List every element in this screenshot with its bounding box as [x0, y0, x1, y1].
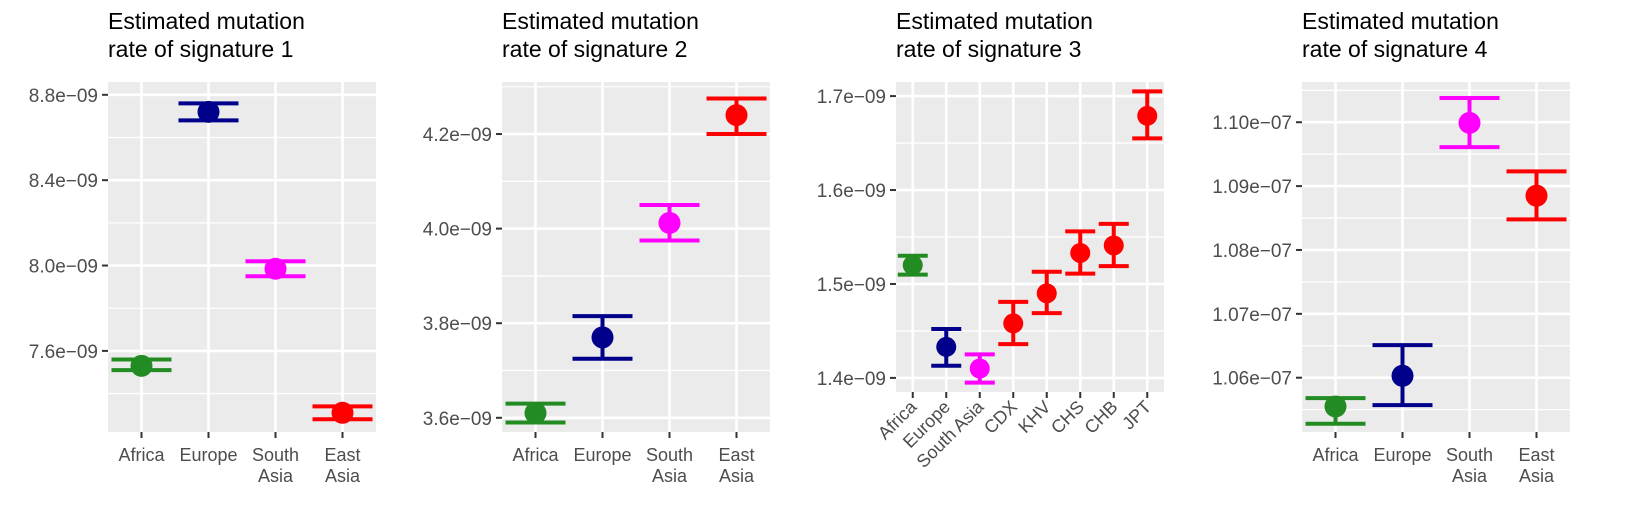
y-tick-label: 1.06e−07: [1212, 369, 1292, 390]
data-point: [1003, 313, 1024, 334]
x-tick-label: KHV: [1014, 397, 1054, 437]
data-point: [1137, 105, 1158, 126]
y-tick-label: 4.0e−09: [423, 220, 492, 241]
x-tick-label-line: Africa: [1312, 445, 1359, 465]
y-tick-label: 1.5e−09: [817, 275, 886, 296]
data-point: [1391, 364, 1414, 387]
data-point: [969, 358, 990, 379]
chart-panel-4: Estimated mutation rate of signature 4 1.0…: [1212, 8, 1570, 486]
data-point: [591, 326, 614, 349]
chart-title-line: Estimated mutation: [1302, 8, 1499, 34]
x-tick-label-line: South: [646, 445, 693, 465]
x-tick-label: CHB: [1081, 397, 1122, 438]
x-tick-label: Europe: [1373, 445, 1431, 465]
chart-title-line: Estimated mutation: [502, 8, 699, 34]
y-tick-label: 1.6e−09: [817, 181, 886, 202]
data-point: [1458, 111, 1481, 134]
x-tick-label-line: East: [324, 445, 360, 465]
x-tick-label: Africa: [118, 445, 165, 465]
y-tick-label: 4.2e−09: [423, 125, 492, 146]
x-tick-label-line: East: [1518, 445, 1554, 465]
data-point: [264, 257, 287, 280]
x-tick-label-line: Asia: [652, 466, 688, 486]
x-tick-label: Europe: [573, 445, 631, 465]
chart-title: Estimated mutation rate of signature 4: [1302, 8, 1499, 62]
x-tick-label-line: Asia: [258, 466, 294, 486]
panel-background: [108, 82, 376, 432]
x-tick-label-line: Africa: [118, 445, 165, 465]
chart-title: Estimated mutation rate of signature 2: [502, 8, 699, 62]
y-tick-label: 1.08e−07: [1212, 241, 1292, 262]
y-tick-label: 7.6e−09: [29, 342, 98, 363]
x-tick-label-line: Asia: [1452, 466, 1488, 486]
x-tick-label-line: South: [252, 445, 299, 465]
data-point: [524, 402, 547, 425]
y-tick-label: 1.10e−07: [1212, 113, 1292, 134]
data-point: [1324, 395, 1347, 418]
x-tick-label: Europe: [179, 445, 237, 465]
x-tick-label: Africa: [512, 445, 559, 465]
chart-title-line: rate of signature 4: [1302, 36, 1488, 62]
x-tick-label: South Asia: [646, 445, 693, 486]
x-tick-label-line: Asia: [325, 466, 361, 486]
x-tick-label-line: Asia: [719, 466, 755, 486]
data-point: [1525, 184, 1548, 207]
panel-background: [502, 82, 770, 432]
y-tick-label: 3.8e−09: [423, 314, 492, 335]
chart-title-line: Estimated mutation: [108, 8, 305, 34]
y-tick-label: 1.09e−07: [1212, 177, 1292, 198]
y-tick-label: 8.8e−09: [29, 86, 98, 107]
chart-title-line: rate of signature 2: [502, 36, 687, 62]
x-tick-label: East Asia: [324, 445, 361, 486]
chart-title: Estimated mutation rate of signature 1: [108, 8, 305, 62]
y-tick-label: 1.4e−09: [817, 369, 886, 390]
x-tick-label: East Asia: [1518, 445, 1555, 486]
data-point: [130, 354, 153, 377]
data-point: [658, 211, 681, 234]
chart-title-line: rate of signature 1: [108, 36, 293, 62]
data-point: [725, 104, 748, 127]
x-tick-label-line: Asia: [1519, 466, 1555, 486]
panel-background: [1302, 82, 1570, 432]
x-tick-label: South Asia: [1446, 445, 1493, 486]
chart-title-line: Estimated mutation: [896, 8, 1093, 34]
data-point: [1036, 283, 1057, 304]
chart-panel-3: Estimated mutation rate of signature 3 1.4…: [817, 8, 1164, 472]
x-tick-label: South Asia: [252, 445, 299, 486]
y-tick-label: 1.07e−07: [1212, 305, 1292, 326]
x-tick-label-line: East: [718, 445, 754, 465]
x-tick-label: Africa: [1312, 445, 1359, 465]
x-tick-label-line: Europe: [1373, 445, 1431, 465]
x-tick-label: CDX: [980, 397, 1021, 438]
x-tick-label-line: Africa: [512, 445, 559, 465]
y-tick-label: 3.6e−09: [423, 409, 492, 430]
y-tick-label: 1.7e−09: [817, 87, 886, 108]
x-tick-label-line: Europe: [179, 445, 237, 465]
y-tick-label: 8.0e−09: [29, 257, 98, 278]
data-point: [197, 100, 220, 123]
data-point: [936, 336, 957, 357]
chart-panel-2: Estimated mutation rate of signature 2 3.6…: [423, 8, 770, 486]
data-point: [902, 255, 923, 276]
y-tick-label: 8.4e−09: [29, 171, 98, 192]
chart-title-line: rate of signature 3: [896, 36, 1081, 62]
x-tick-label: CHS: [1047, 397, 1088, 438]
data-point: [1103, 235, 1124, 256]
x-tick-label-line: South: [1446, 445, 1493, 465]
chart-panel-1: Estimated mutation rate of signature 1 7.6…: [29, 8, 376, 486]
x-tick-label: East Asia: [718, 445, 755, 486]
data-point: [1070, 242, 1091, 263]
x-tick-label-line: Europe: [573, 445, 631, 465]
x-tick-label: JPT: [1118, 397, 1155, 434]
data-point: [331, 401, 354, 424]
chart-title: Estimated mutation rate of signature 3: [896, 8, 1093, 62]
